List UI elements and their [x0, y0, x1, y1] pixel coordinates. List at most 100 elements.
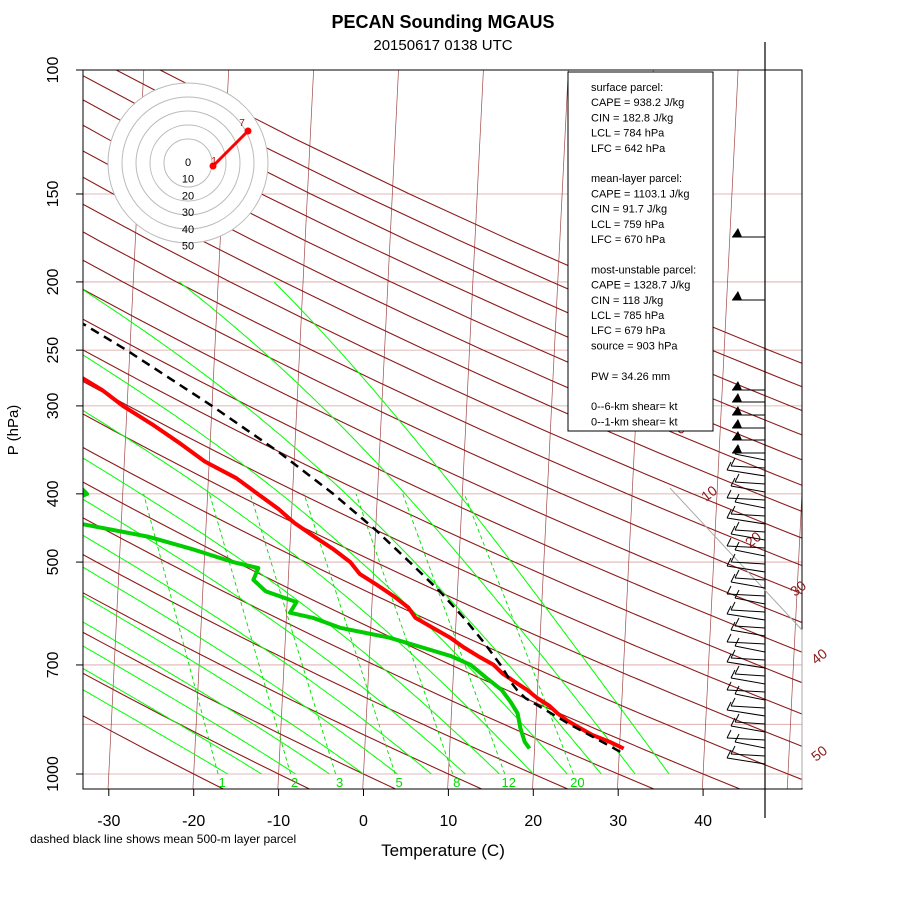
moist-adiabat	[83, 621, 330, 775]
dry-adiabat	[83, 231, 802, 567]
wind-barb-feather	[726, 729, 732, 739]
wind-barb	[726, 661, 766, 669]
hodograph-ring-label: 30	[182, 207, 194, 219]
dry-adiabat	[83, 631, 396, 789]
wind-barb	[726, 613, 766, 621]
isotherm-line	[786, 485, 802, 789]
wind-barb	[730, 465, 766, 469]
moist-adiabat	[83, 409, 534, 775]
wind-barb	[730, 677, 766, 685]
wind-barb	[734, 453, 766, 461]
parcel-info-line: CAPE = 1328.7 J/kg	[591, 280, 690, 292]
dry-adiabat	[83, 481, 740, 789]
wind-barb-feather	[726, 557, 732, 567]
mixing-ratio-label: 1	[218, 775, 225, 790]
wind-barb-feather	[726, 701, 732, 711]
wind-barb-flag	[732, 228, 742, 237]
hodograph-trace	[211, 129, 250, 168]
wind-barb	[734, 501, 766, 509]
isotherm-line	[447, 70, 484, 789]
hodograph-ring-label: 40	[182, 224, 194, 236]
x-axis: -30 -20 -10 0 10 20 30 40	[97, 789, 712, 830]
dry-adiabat	[83, 413, 802, 747]
isotherm-line	[532, 70, 569, 789]
wind-barb	[730, 725, 766, 733]
wind-barb	[730, 533, 766, 541]
wind-barb-feather	[734, 637, 740, 647]
wind-barb-feather	[726, 537, 732, 547]
wind-barb-feather	[730, 745, 736, 755]
wind-barb	[730, 513, 766, 517]
wind-barb-flag	[732, 393, 742, 402]
wind-barb	[730, 609, 766, 613]
mixing-ratio-label: 2	[291, 775, 298, 790]
parcel-info-line: 0--1-km shear= kt	[591, 416, 678, 428]
wind-barb-feather	[730, 621, 736, 631]
x-tick-label: 30	[609, 813, 627, 830]
wind-barb	[734, 673, 766, 677]
moist-adiabat	[273, 281, 670, 775]
wind-barb-feather	[730, 601, 736, 611]
chart-subtitle: 20150617 0138 UTC	[373, 37, 512, 54]
y-tick-label: 400	[45, 480, 62, 507]
parcel-info-line: CAPE = 1103.1 J/kg	[591, 188, 690, 200]
x-tick-label: 20	[524, 813, 542, 830]
wind-barb-feather	[730, 525, 736, 535]
wind-barb-flag	[732, 419, 742, 428]
hodograph-point-label: 1	[211, 156, 217, 167]
x-tick-label: 40	[694, 813, 712, 830]
hodograph-ring	[121, 96, 255, 230]
parcel-info-line: CIN = 91.7 J/kg	[591, 204, 667, 216]
dry-adiabat	[83, 259, 802, 595]
wind-barb	[730, 705, 766, 709]
moist-adiabat	[83, 534, 432, 775]
wind-barb-feather	[734, 685, 740, 695]
wind-barb-feather	[734, 569, 740, 579]
hodograph-ring-label: 20	[182, 190, 194, 202]
mixing-ratio-line	[143, 493, 219, 775]
plot-frame	[82, 69, 803, 790]
hodograph-ring	[135, 110, 241, 216]
parcel-info-line: LFC = 642 hPa	[591, 143, 666, 155]
wind-barb-feather	[726, 489, 732, 499]
wind-barb-feather	[730, 697, 736, 707]
series-line-1	[83, 487, 532, 750]
wind-barb-flag	[732, 406, 742, 415]
moist-adiabat	[83, 498, 466, 775]
moist-adiabat	[83, 667, 262, 775]
parcel-info-box: surface parcel: CAPE = 938.2 J/kg CIN = 18…	[567, 71, 714, 432]
wind-barb	[734, 625, 766, 629]
wind-barb-feather	[730, 717, 736, 727]
wind-barb-feather	[726, 605, 732, 615]
dry-adiabat	[83, 446, 802, 781]
wind-barb-feather	[730, 553, 736, 563]
moist-adiabat	[83, 595, 364, 775]
y-tick-label: 700	[45, 652, 62, 679]
moist-adiabat	[83, 566, 398, 775]
wind-barb	[730, 485, 766, 493]
parcel-info-line: LCL = 785 hPa	[591, 310, 665, 322]
parcel-info-line: CIN = 182.8 J/kg	[591, 112, 673, 124]
wind-barb	[726, 565, 766, 573]
dry-adiabat	[83, 380, 802, 715]
wind-barb-feather	[734, 713, 740, 723]
x-tick-label: 10	[440, 813, 458, 830]
wind-barb-flag	[732, 291, 742, 300]
wind-barb	[726, 737, 766, 741]
moist-adiabat	[83, 354, 568, 775]
parcel-info-line: surface parcel:	[591, 82, 663, 94]
y-axis: 100 150 200 250 300 400 500 700 1000	[45, 57, 83, 792]
wind-barb	[726, 757, 766, 765]
wind-barb-feather	[730, 477, 736, 487]
isotherm-line	[362, 70, 399, 789]
wind-barb-feather	[726, 509, 732, 519]
wind-barb	[734, 529, 766, 533]
dry-adiabat	[83, 592, 482, 789]
wind-barb-feather	[730, 669, 736, 679]
wind-barbs	[669, 42, 803, 818]
x-tick-label: 0	[359, 813, 368, 830]
mixing-ratio-line	[249, 493, 337, 775]
series-line-0	[83, 376, 625, 751]
moist-adiabat	[83, 645, 296, 775]
mixing-ratio-line	[209, 493, 292, 775]
